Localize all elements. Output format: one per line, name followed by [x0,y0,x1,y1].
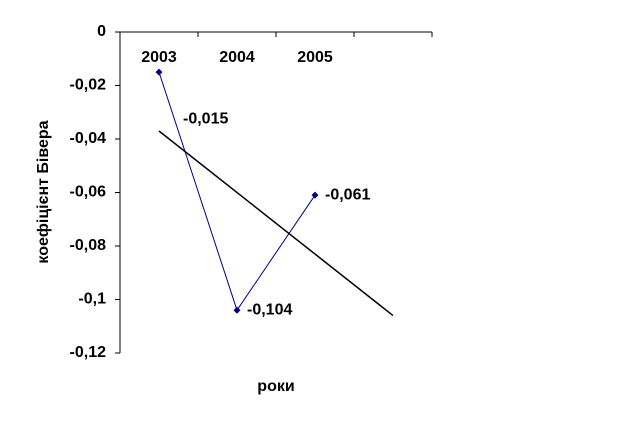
data-label: -0,104 [247,301,292,318]
y-tick-label: -0,02 [70,77,107,94]
x-axis-title: роки [257,378,294,395]
x-tick-label: 2005 [297,49,333,66]
series-line [158,71,316,312]
data-point [155,68,163,76]
data-label: -0,015 [183,110,228,127]
y-axis-title: коефіцієнт Бівера [35,120,52,263]
data-point [233,306,241,314]
y-tick-label: -0,08 [70,237,107,254]
data-point [311,191,319,199]
y-tick-label: -0,06 [70,184,107,201]
trend-line [158,130,394,317]
x-tick-label: 2003 [141,49,177,66]
y-tick-label: 0 [97,23,106,40]
y-tick-label: -0,1 [78,291,106,308]
data-label: -0,061 [325,186,370,203]
y-tick-label: -0,04 [70,130,107,147]
x-tick-label: 2004 [219,49,255,66]
y-tick-label: -0,12 [70,344,107,361]
